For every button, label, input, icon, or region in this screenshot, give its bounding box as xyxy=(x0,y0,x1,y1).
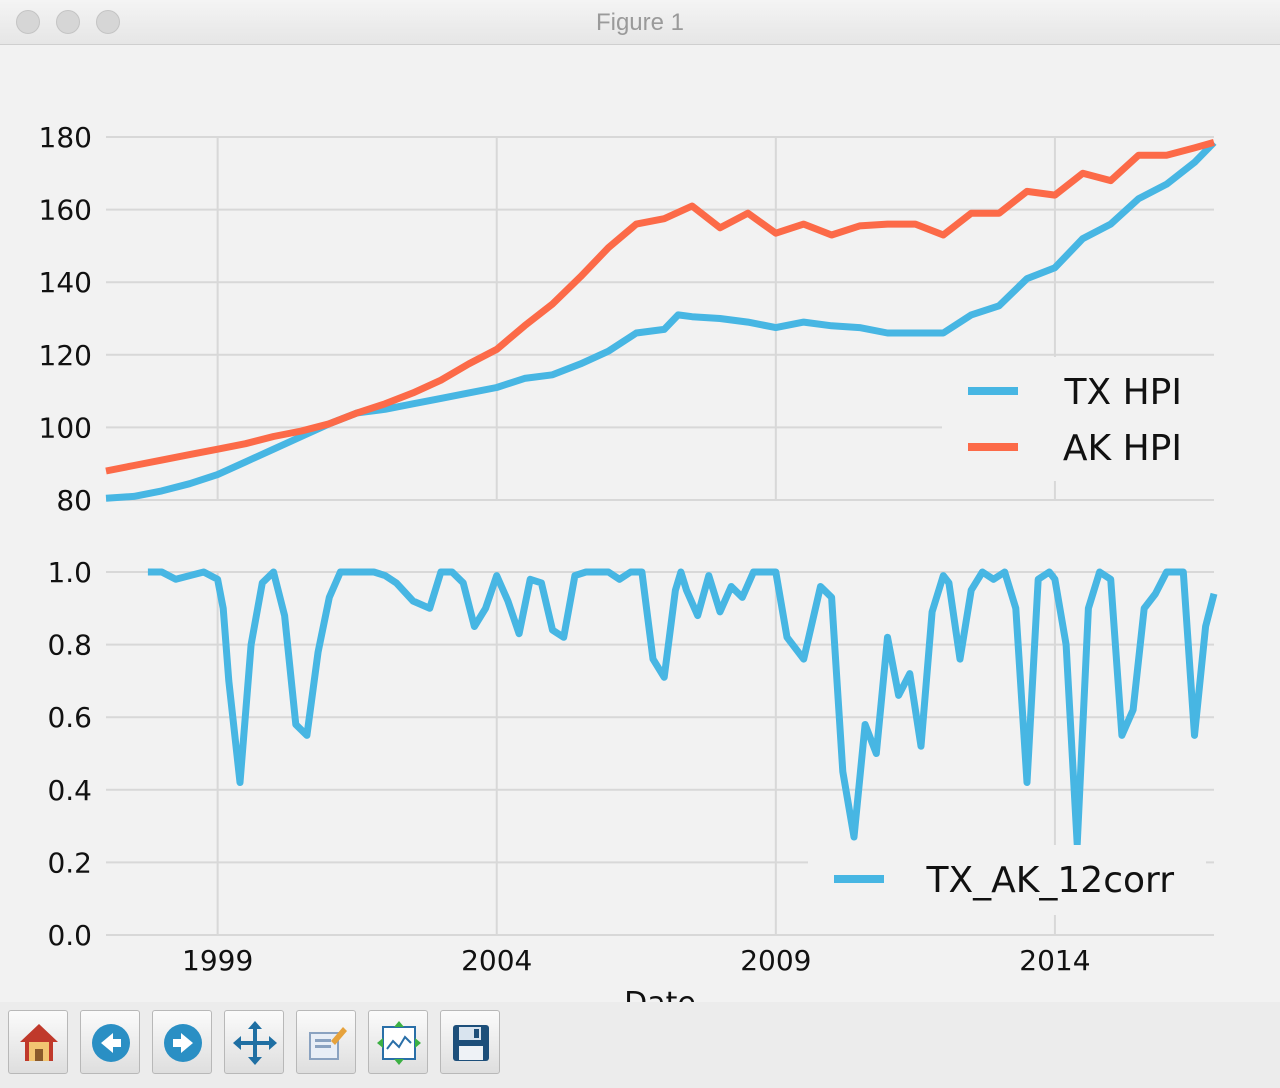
x-tick-label: 1999 xyxy=(182,944,253,977)
y-tick-label: 0.2 xyxy=(47,846,92,879)
move-icon xyxy=(233,1021,277,1065)
series-line-tx-hpi xyxy=(105,139,1217,502)
legend-label: TX_AK_12corr xyxy=(926,860,1175,901)
legend-frame xyxy=(942,357,1214,481)
legend: TX_AK_12corr xyxy=(808,845,1206,915)
maximize-window-button[interactable] xyxy=(96,10,120,34)
legend: TX HPI AK HPI xyxy=(942,357,1214,481)
y-tick-label: 0.4 xyxy=(47,774,92,807)
close-window-button[interactable] xyxy=(16,10,40,34)
y-tick-label: 100 xyxy=(39,411,92,444)
y-tick-label: 0.0 xyxy=(47,919,92,952)
y-tick-label: 160 xyxy=(39,194,92,227)
home-icon xyxy=(20,1024,58,1061)
y-tick-label: 1.0 xyxy=(47,556,92,589)
axes-1: 80 100 120 140 160 180 TX HPI AK HPI xyxy=(39,121,1217,517)
axes-2: 0.0 0.2 0.4 0.6 0.8 1.0 TX_AK_12corr 1999 2004 20… xyxy=(47,556,1218,1021)
series-line-tx-ak-12corr xyxy=(147,568,1218,848)
series-line-ak-hpi xyxy=(105,139,1215,475)
minimize-window-button[interactable] xyxy=(56,10,80,34)
back-button[interactable] xyxy=(80,1010,140,1074)
y-tick-label: 140 xyxy=(39,266,92,299)
zoom-rect-icon xyxy=(309,1027,347,1060)
save-button[interactable] xyxy=(440,1010,500,1074)
y-tick-label: 0.6 xyxy=(47,701,92,734)
pan-button[interactable] xyxy=(224,1010,284,1074)
legend-label: AK HPI xyxy=(1063,428,1182,469)
figure-canvas: 80 100 120 140 160 180 TX HPI AK HPI 0.0 0.2 0.4 0.… xyxy=(0,45,1280,1021)
y-tick-label: 180 xyxy=(39,121,92,154)
window-title: Figure 1 xyxy=(595,9,685,36)
y-tick-label: 80 xyxy=(56,484,92,517)
zoom-button[interactable] xyxy=(296,1010,356,1074)
configure-subplots-button[interactable] xyxy=(368,1010,428,1074)
subplots-icon xyxy=(377,1021,421,1065)
x-axis-label: Date xyxy=(624,986,696,1002)
y-tick-label: 120 xyxy=(39,339,92,372)
y-tick-label: 0.8 xyxy=(47,629,92,662)
x-tick-label: 2014 xyxy=(1019,944,1090,977)
legend-label: TX HPI xyxy=(1064,372,1183,413)
title-bar: Figure 1 xyxy=(0,0,1280,45)
home-button[interactable] xyxy=(8,1010,68,1074)
x-tick-label: 2009 xyxy=(740,944,811,977)
back-arrow-icon xyxy=(92,1024,130,1062)
forward-button[interactable] xyxy=(152,1010,212,1074)
floppy-disk-icon xyxy=(453,1025,489,1061)
navigation-toolbar xyxy=(0,1002,1280,1088)
x-tick-label: 2004 xyxy=(461,944,532,977)
forward-arrow-icon xyxy=(164,1024,202,1062)
